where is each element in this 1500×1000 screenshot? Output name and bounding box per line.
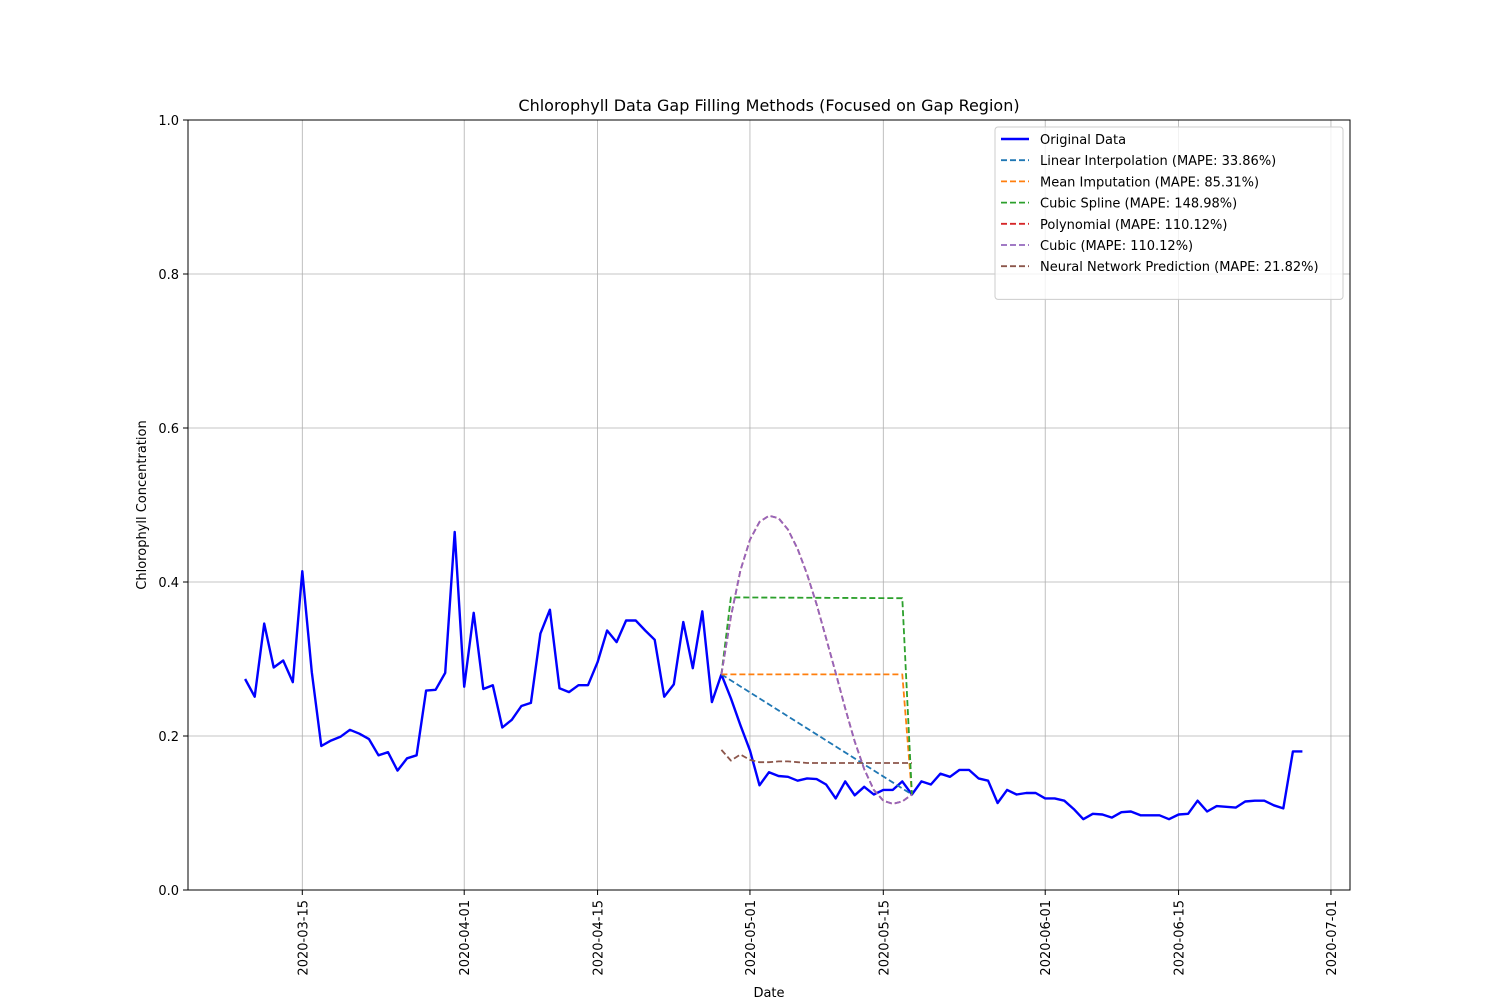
legend-label: Mean Imputation (MAPE: 85.31%) bbox=[1040, 175, 1259, 190]
x-tick-label: 2020-04-15 bbox=[592, 900, 607, 976]
legend-box bbox=[994, 126, 1344, 300]
series-line-1 bbox=[720, 673, 913, 796]
y-tick-label: 0.6 bbox=[158, 422, 179, 437]
series-line-5 bbox=[720, 514, 913, 805]
plot-series bbox=[244, 514, 1303, 821]
legend-label: Cubic (MAPE: 110.12%) bbox=[1040, 239, 1193, 254]
x-tick-label: 2020-05-15 bbox=[877, 900, 892, 976]
x-tick-label: 2020-04-01 bbox=[458, 900, 473, 976]
y-tick-label: 0.4 bbox=[158, 576, 179, 591]
legend-label: Original Data bbox=[1040, 133, 1126, 148]
x-axis-label: Date bbox=[753, 986, 784, 1000]
legend-label: Polynomial (MAPE: 110.12%) bbox=[1040, 218, 1227, 233]
legend-label: Linear Interpolation (MAPE: 33.86%) bbox=[1040, 154, 1276, 169]
y-tick-label: 0.8 bbox=[158, 268, 179, 283]
x-tick-label: 2020-03-15 bbox=[296, 900, 311, 976]
y-tick-label: 0.2 bbox=[158, 730, 179, 745]
x-tick-label: 2020-05-01 bbox=[744, 900, 759, 976]
legend-label: Cubic Spline (MAPE: 148.98%) bbox=[1040, 197, 1237, 212]
series-line-3 bbox=[720, 596, 913, 795]
series-line-6 bbox=[720, 749, 912, 764]
y-tick-label: 1.0 bbox=[158, 114, 179, 129]
x-tick-label: 2020-06-01 bbox=[1039, 900, 1054, 976]
legend: Original Data Linear Interpolation (MAPE:… bbox=[994, 126, 1344, 300]
series-line-0 bbox=[244, 530, 1303, 821]
x-tick-label: 2020-07-01 bbox=[1325, 900, 1340, 976]
legend-label: Neural Network Prediction (MAPE: 21.82%) bbox=[1040, 260, 1319, 275]
axes: 2020-03-15 2020-04-01 2020-04-15 2020-05-01… bbox=[158, 114, 1340, 976]
y-tick-label: 0.0 bbox=[158, 884, 179, 899]
plot-frame bbox=[187, 119, 1351, 891]
y-axis-label: Chlorophyll Concentration bbox=[135, 420, 150, 589]
chart-title: Chlorophyll Data Gap Filling Methods (Fo… bbox=[518, 96, 1019, 115]
series-line-2 bbox=[721, 673, 913, 795]
x-tick-label: 2020-06-15 bbox=[1173, 900, 1188, 976]
